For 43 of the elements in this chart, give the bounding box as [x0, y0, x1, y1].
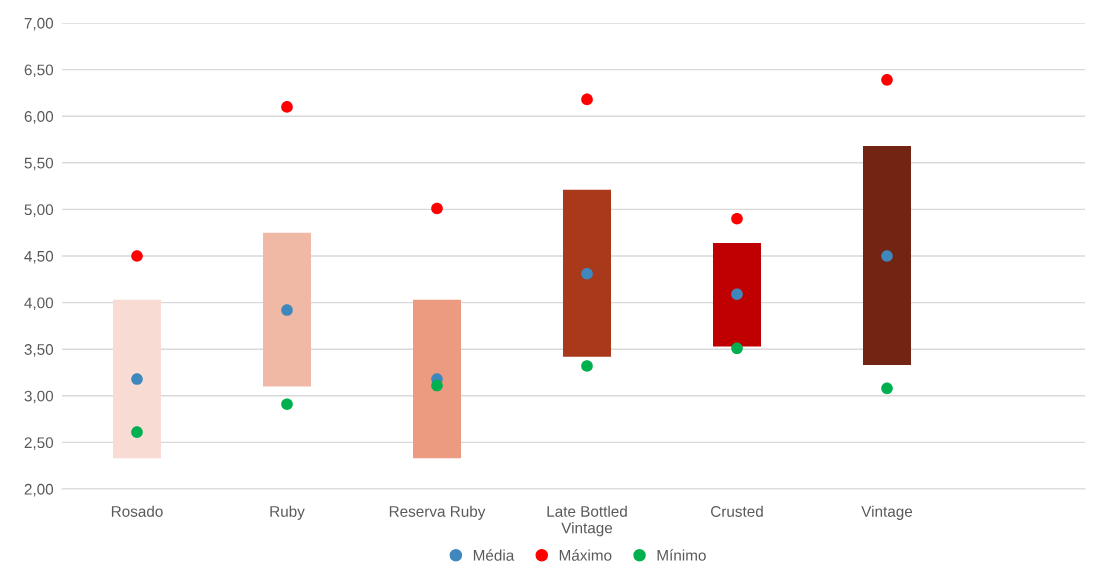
y-tick-label: 2,50: [24, 437, 54, 450]
bar: [413, 299, 461, 459]
y-tick-label: 2,00: [24, 483, 54, 497]
x-tick-label: Vintage: [861, 505, 913, 520]
y-tick-label: 3,00: [24, 390, 54, 404]
point: [731, 342, 743, 355]
point: [881, 250, 893, 262]
x-tick-label: Reserva Ruby: [389, 505, 486, 520]
point: [131, 426, 143, 438]
legend-label: Máximo: [559, 549, 612, 561]
bar: [863, 146, 911, 366]
point: [281, 101, 293, 113]
x-tick-label: Crusted: [711, 505, 763, 517]
point: [881, 74, 893, 86]
y-tick-label: 5,00: [24, 204, 54, 217]
y-tick-label: 7,00: [24, 17, 54, 31]
bar: [563, 189, 611, 357]
y-tick-label: 6,50: [24, 64, 54, 78]
legend-label: Mínimo: [657, 549, 706, 561]
bar: [113, 299, 161, 459]
y-tick-label: 5,50: [24, 157, 54, 171]
point: [581, 360, 593, 372]
point: [731, 288, 743, 301]
point: [581, 267, 593, 280]
x-tick-label: Rosado: [111, 505, 163, 517]
y-tick-label: 3,50: [24, 344, 54, 357]
bar: [713, 242, 761, 347]
bar: [263, 232, 311, 387]
point: [431, 202, 443, 215]
point: [581, 93, 593, 106]
y-tick-label: 4,00: [24, 297, 54, 311]
y-tick-label: 4,50: [24, 250, 54, 264]
point: [881, 382, 893, 395]
y-tick-label: 6,00: [24, 111, 54, 124]
point: [281, 398, 293, 410]
point: [431, 379, 443, 392]
point: [131, 250, 143, 262]
x-tick-label: Late Bottled Vintage: [547, 505, 627, 537]
x-tick-label: Ruby: [270, 505, 305, 520]
point: [731, 212, 743, 225]
point: [131, 373, 143, 385]
legend-label: Média: [473, 549, 515, 561]
point: [281, 304, 293, 316]
